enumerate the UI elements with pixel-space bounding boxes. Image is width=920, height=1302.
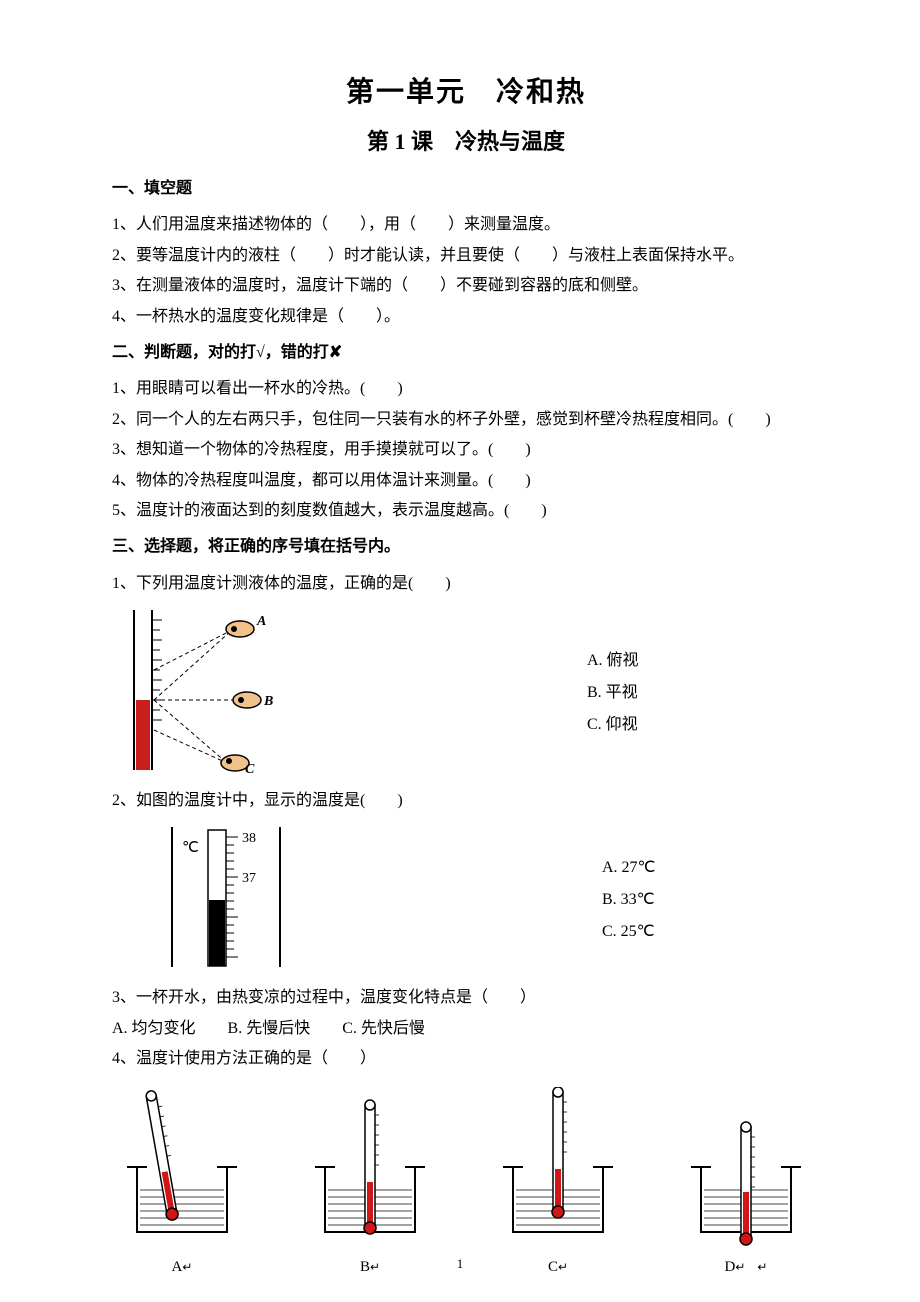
fill-blank-item: 4、一杯热水的温度变化规律是（ ）。	[112, 302, 820, 332]
q1-label-C: C	[245, 762, 255, 775]
beaker-c-icon	[488, 1087, 628, 1247]
q1-label-B: B	[263, 694, 273, 709]
q1-opt-b: B. 平视	[587, 677, 820, 709]
section3-heading: 三、选择题，将正确的序号填在括号内。	[112, 532, 820, 562]
q1-opt-c: C. 仰视	[587, 709, 820, 741]
q2-options: A. 27℃ B. 33℃ C. 25℃	[322, 852, 820, 948]
judge-item: 4、物体的冷热程度叫温度，都可以用体温计来测量。( )	[112, 466, 820, 496]
choice-q1-text: 1、下列用温度计测液体的温度，正确的是( )	[112, 569, 820, 599]
section1-heading: 一、填空题	[112, 174, 820, 204]
q4-figures: A↵	[112, 1087, 820, 1279]
q2-unit-label: ℃	[182, 840, 199, 856]
fill-blank-item: 3、在测量液体的温度时，温度计下端的（ ）不要碰到容器的底和侧壁。	[112, 271, 820, 301]
q2-figure: ℃	[112, 822, 292, 977]
judge-item: 2、同一个人的左右两只手，包住同一只装有水的杯子外壁，感觉到杯壁冷热程度相同。(…	[112, 405, 820, 435]
unit-title: 第一单元 冷和热	[112, 70, 820, 110]
judge-item: 3、想知道一个物体的冷热程度，用手摸摸就可以了。( )	[112, 435, 820, 465]
judge-item: 5、温度计的液面达到的刻度数值越大，表示温度越高。( )	[112, 496, 820, 526]
q1-figure: A B C	[112, 605, 277, 780]
judge-item: 1、用眼睛可以看出一杯水的冷热。( )	[112, 374, 820, 404]
choice-q4-text: 4、温度计使用方法正确的是（ ）	[112, 1044, 820, 1074]
beaker-d-icon	[676, 1087, 816, 1247]
page-number: 1	[0, 1256, 920, 1272]
choice-q2-text: 2、如图的温度计中，显示的温度是( )	[112, 786, 820, 816]
q1-opt-a: A. 俯视	[587, 645, 820, 677]
q2-tick-low: 37	[242, 871, 256, 886]
beaker-a-icon	[112, 1087, 252, 1247]
q2-opt-b: B. 33℃	[602, 884, 820, 916]
q2-tick-high: 38	[242, 831, 256, 846]
q1-label-A: A	[256, 614, 266, 629]
q2-opt-a: A. 27℃	[602, 852, 820, 884]
fill-blank-item: 1、人们用温度来描述物体的（ ），用（ ）来测量温度。	[112, 210, 820, 240]
fill-blank-item: 2、要等温度计内的液柱（ ）时才能认读，并且要使（ ）与液柱上表面保持水平。	[112, 241, 820, 271]
section2-heading: 二、判断题，对的打√，错的打✘	[112, 338, 820, 368]
q2-opt-c: C. 25℃	[602, 916, 820, 948]
q1-options: A. 俯视 B. 平视 C. 仰视	[307, 645, 820, 741]
choice-q3-text: 3、一杯开水，由热变凉的过程中，温度变化特点是（ ）	[112, 983, 820, 1013]
beaker-b-icon	[300, 1087, 440, 1247]
q3-options: A. 均匀变化 B. 先慢后快 C. 先快后慢	[112, 1014, 820, 1044]
lesson-title: 第 1 课 冷热与温度	[112, 124, 820, 156]
